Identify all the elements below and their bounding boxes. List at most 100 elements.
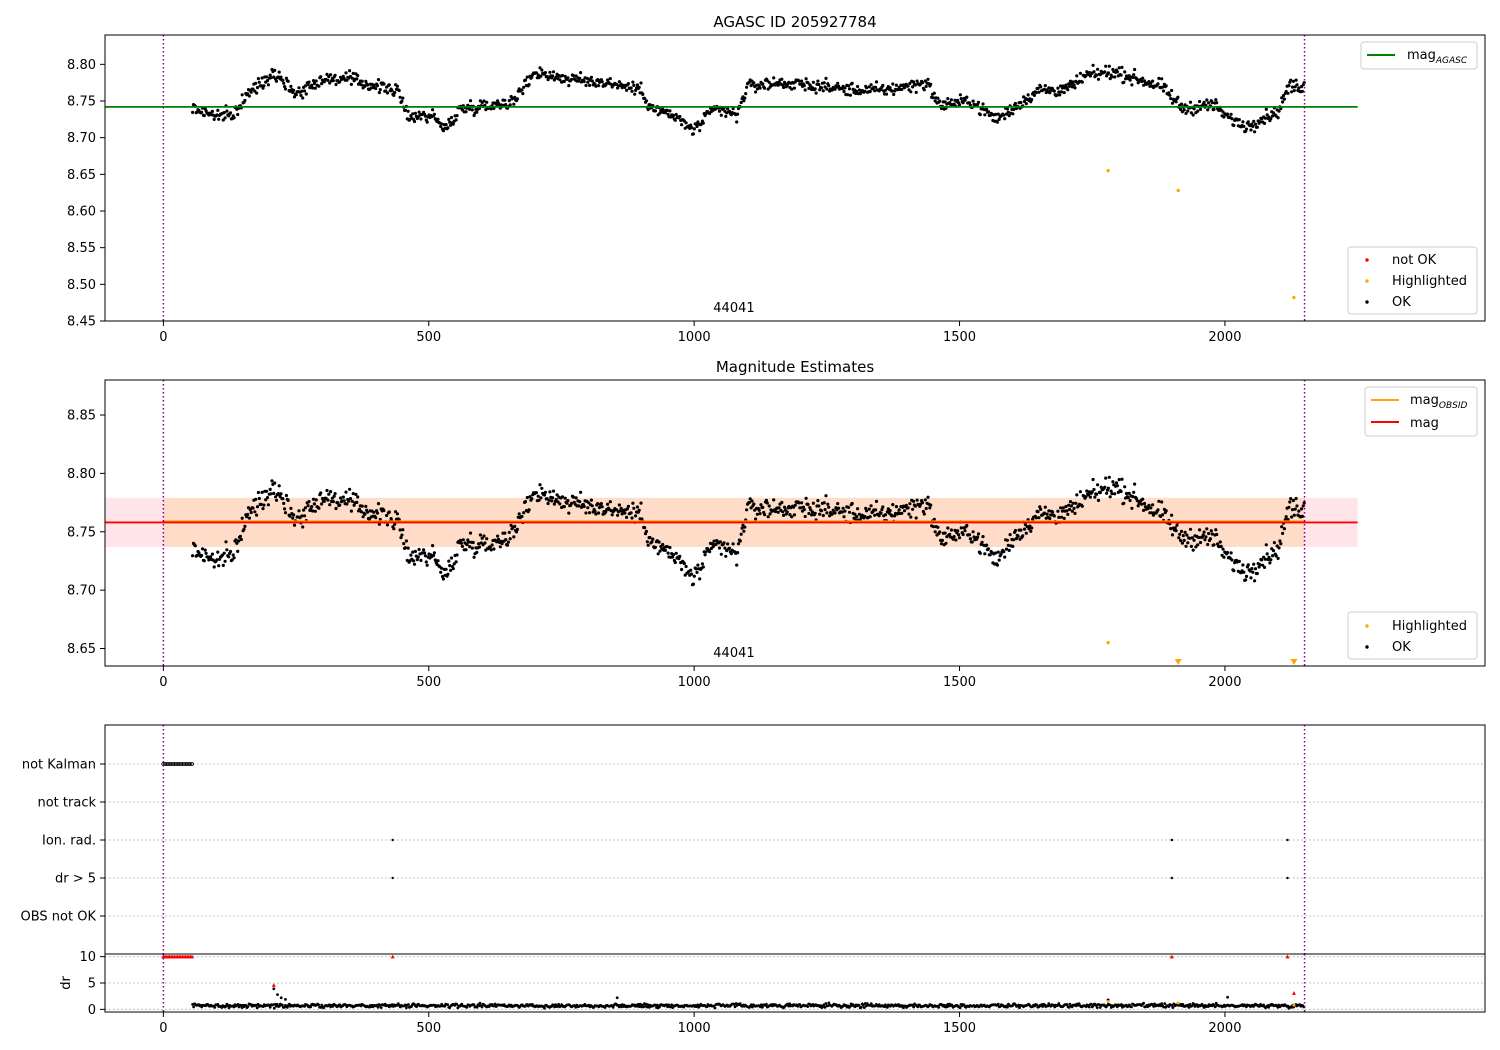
ok-point: [963, 529, 967, 533]
ok-point: [965, 95, 969, 99]
ok-point: [843, 86, 847, 90]
ok-point: [303, 506, 307, 510]
flags-plot-area: [105, 725, 1485, 954]
ok-point: [328, 503, 332, 507]
ok-point: [846, 93, 850, 97]
ok-point: [983, 552, 987, 556]
ok-point: [302, 514, 307, 518]
ok-point: [1059, 515, 1064, 519]
ok-point: [1056, 509, 1060, 513]
dr-ok-point: [1213, 1005, 1217, 1009]
ok-point: [742, 99, 746, 103]
ok-point: [661, 542, 665, 547]
ok-point: [909, 90, 913, 94]
ok-point: [940, 538, 945, 543]
ok-point: [191, 554, 195, 558]
ok-point: [375, 509, 379, 513]
ok-point: [1225, 550, 1230, 555]
ok-point: [401, 528, 405, 532]
ok-point: [1104, 64, 1108, 68]
ok-point: [266, 503, 270, 507]
ok-point: [822, 81, 826, 85]
ok-point: [731, 107, 735, 111]
ok-point: [344, 490, 348, 494]
ok-point: [1016, 534, 1020, 538]
ok-point: [837, 506, 841, 510]
ok-point: [1113, 492, 1117, 496]
ok-point: [1071, 80, 1075, 84]
ok-point: [279, 492, 283, 496]
dr-ok-point: [1089, 1002, 1093, 1006]
dr-ok-point: [226, 1004, 230, 1007]
ok-point: [313, 509, 317, 513]
ok-point: [900, 87, 904, 91]
ok-point: [1073, 511, 1077, 515]
ok-point: [274, 79, 279, 83]
ok-point: [978, 551, 982, 555]
ok-point: [754, 517, 758, 521]
ok-point: [483, 541, 487, 545]
ok-point: [1190, 536, 1194, 540]
ok-point: [755, 512, 760, 516]
ok-point: [489, 107, 493, 111]
ok-point: [253, 510, 257, 514]
ok-point: [1060, 509, 1064, 513]
ok-point: [1084, 495, 1088, 499]
ok-point: [939, 542, 944, 546]
ok-point: [671, 113, 676, 117]
ok-point: [936, 96, 940, 100]
ok-point: [1255, 125, 1259, 129]
ok-point: [356, 495, 360, 499]
ok-point: [793, 503, 797, 507]
ok-point: [523, 500, 528, 504]
ok-point: [776, 83, 780, 87]
ok-point: [816, 499, 820, 503]
ok-point: [1123, 485, 1127, 489]
ok-point: [1276, 556, 1280, 561]
ok-point: [1128, 78, 1132, 82]
ok-point: [1182, 538, 1186, 543]
ok-point: [236, 549, 240, 554]
dr-ok-point: [1065, 1003, 1069, 1006]
ok-point: [766, 515, 770, 519]
ok-point: [904, 503, 908, 507]
ok-point: [1290, 508, 1295, 512]
ok-point: [363, 512, 367, 516]
ok-point: [938, 530, 942, 534]
ok-point: [926, 495, 930, 499]
ok-point: [1059, 90, 1064, 94]
dr-ok-point: [246, 1005, 250, 1008]
ok-point: [589, 498, 594, 502]
dr-axis-label: dr: [59, 976, 74, 990]
ok-point: [328, 81, 332, 85]
ok-point: [1170, 88, 1174, 93]
ok-point: [623, 511, 627, 515]
ok-point: [1212, 107, 1216, 111]
ok-point: [1278, 539, 1282, 543]
ok-point: [249, 510, 253, 515]
ok-point: [459, 541, 464, 545]
ok-point: [288, 514, 292, 518]
ok-point: [848, 93, 853, 97]
ok-point: [761, 82, 765, 86]
ok-point: [225, 548, 229, 552]
ok-point: [608, 77, 612, 81]
ok-point: [1167, 91, 1171, 95]
ok-point: [439, 570, 443, 574]
ok-point: [646, 107, 650, 112]
ok-point: [265, 496, 270, 500]
ok-point: [1237, 559, 1241, 564]
ok-point: [891, 82, 895, 86]
ok-point: [238, 534, 242, 538]
ok-point: [447, 117, 451, 121]
flags-panel: not Kalman not track Ion. rad. dr > 5 OBS no…: [21, 724, 1486, 955]
ok-point: [566, 499, 570, 503]
ok-point: [724, 554, 728, 558]
ok-point: [650, 540, 654, 544]
dr-ok-point: [280, 1003, 284, 1007]
top-x-axis: 0 500 1000 1500 2000: [159, 321, 1241, 345]
ok-point: [513, 524, 517, 529]
ok-point: [452, 562, 456, 566]
ok-point: [1249, 576, 1253, 580]
ok-point: [1290, 515, 1294, 519]
